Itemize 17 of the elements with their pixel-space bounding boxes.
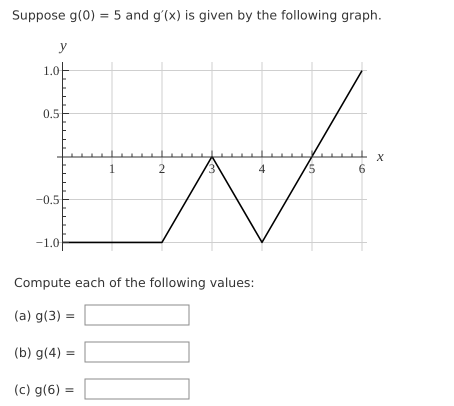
text: (b) g(4) = [14,345,76,360]
x-tick-label: 4 [258,161,266,176]
x-tick-label: 5 [308,161,316,176]
y-axis-title: y [58,38,67,54]
y-tick-label: 0.5 [43,106,60,122]
x-tick-label: 6 [358,161,366,176]
text: (c) g(6) = [14,382,75,397]
x-tick-label: 3 [208,161,216,176]
y-tick-label: 1.0 [43,63,60,78]
x-tick-label: 2 [158,161,166,176]
text: Compute each of the following values: [14,275,255,290]
x-tick-label: 1 [108,161,116,176]
text: (a) g(3) = [14,308,76,323]
x-axis-title: x [376,149,384,165]
y-tick-label: −0.5 [36,192,60,207]
chart-title: Suppose g(0) = 5 and g′(x) is given by the following graph. [12,7,382,22]
y-tick-label: −1.0 [36,234,60,250]
